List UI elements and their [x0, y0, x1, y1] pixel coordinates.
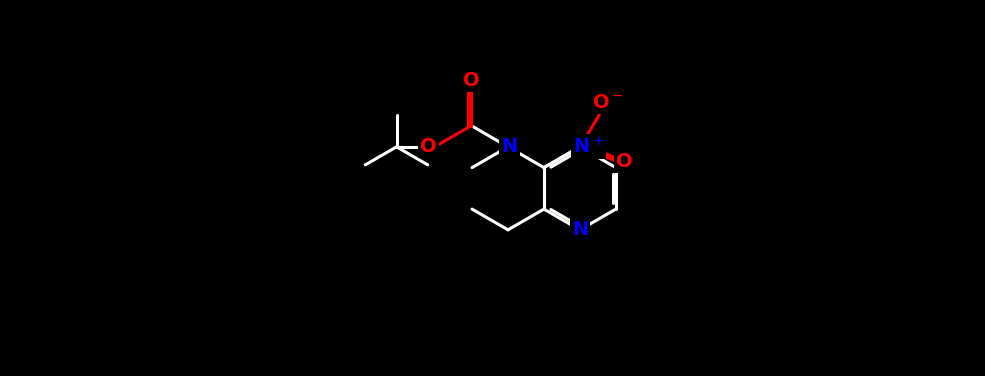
- Text: N: N: [501, 137, 518, 156]
- Text: N: N: [571, 220, 588, 240]
- Text: O: O: [421, 137, 436, 156]
- Text: O: O: [616, 152, 632, 171]
- Text: O: O: [463, 71, 480, 90]
- Text: O$^-$: O$^-$: [592, 93, 624, 112]
- Text: N$^+$: N$^+$: [572, 136, 604, 157]
